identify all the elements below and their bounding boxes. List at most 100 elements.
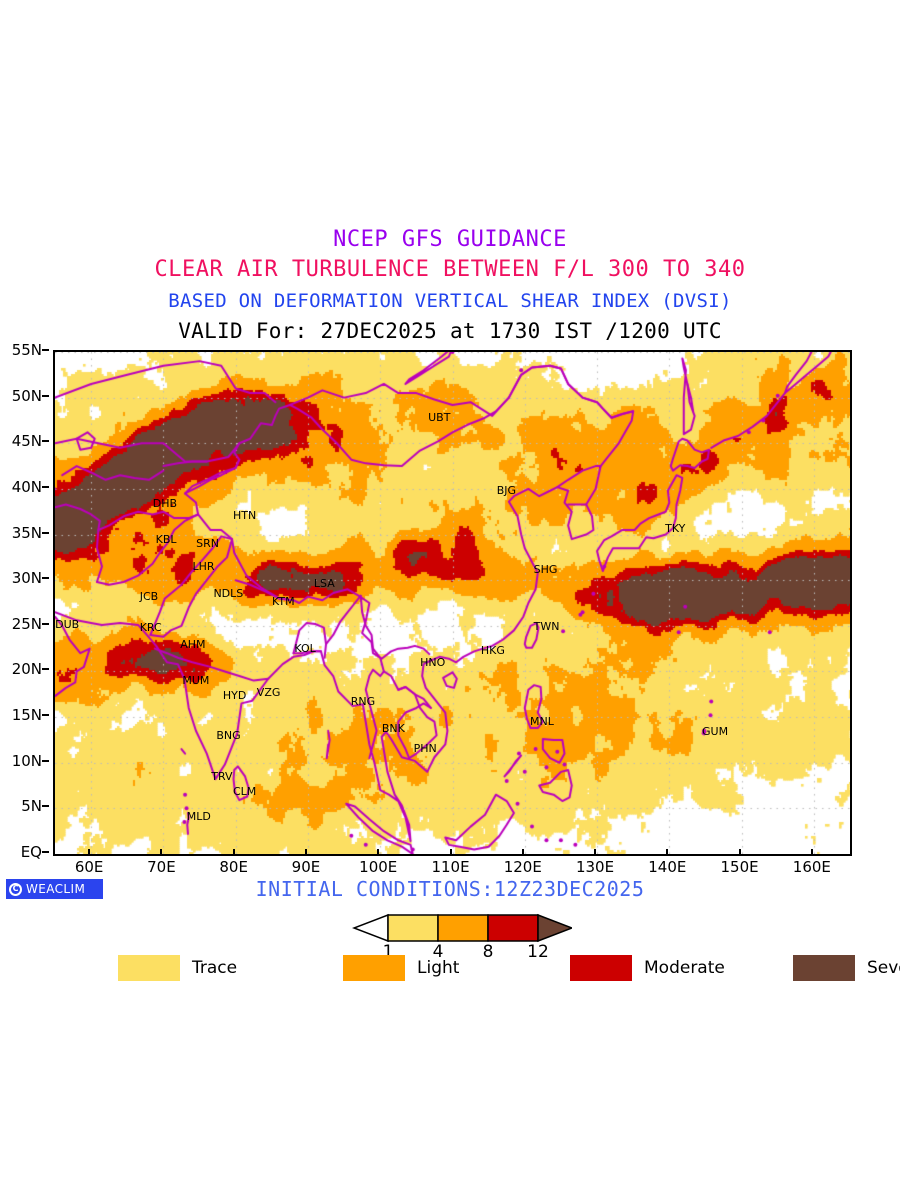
y-axis-tick-30N: 30N [0,569,49,587]
city-label-clm: CLM [232,785,257,799]
city-label-dhb: DHB [152,496,178,510]
city-label-krc: KRC [139,620,162,634]
legend-item-moderate: Moderate [570,955,725,981]
title-line-1: NCEP GFS GUIDANCE [333,227,567,252]
y-axis-tick-20N: 20N [0,660,49,678]
colorbar-tick-labels: 1 4 8 12 [352,942,572,964]
x-axis-tick-110E: 110E [421,849,481,876]
title-line-3: BASED ON DEFORMATION VERTICAL SHEAR INDE… [168,290,732,312]
legend-item-severe: Severe [793,955,900,981]
colorbar-tick-8: 8 [482,942,494,962]
x-tick-mark [666,849,669,856]
city-label-dub: DUB [55,617,80,631]
x-axis-tick-90E: 90E [276,849,336,876]
y-tick-mark [42,759,49,762]
city-label-kbl: KBL [155,533,177,547]
city-label-lhr: LHR [192,559,215,573]
copyright-icon: C [9,882,22,896]
y-axis-tick-15N: 15N [0,706,49,724]
y-axis-tick-EQ: EQ [0,843,49,861]
city-label-mum: MUM [182,673,210,687]
city-label-trv: TRV [211,770,233,784]
x-tick-mark [449,849,452,856]
city-label-vzg: VZG [256,686,281,700]
colorbar-tick-12: 12 [527,942,549,962]
city-label-ahm: AHM [180,638,206,652]
city-label-gum: GUM [702,724,729,738]
city-label-kol: KOL [294,641,316,655]
colorbar-box-0 [387,914,439,942]
y-tick-mark [42,440,49,443]
city-label-rng: RNG [350,694,376,708]
city-label-shg: SHG [533,563,558,577]
y-tick-mark [42,349,49,351]
city-label-htn: HTN [232,509,257,523]
y-tick-mark [42,394,49,397]
x-tick-mark [160,849,163,856]
y-axis-tick-5N: 5N [0,797,49,815]
city-label-mld: MLD [186,809,211,823]
x-tick-mark [232,849,235,856]
y-axis-tick-50N: 50N [0,387,49,405]
legend-swatch-severe [793,955,855,981]
city-label-phn: PHN [413,742,437,756]
y-axis-tick-55N: 55N [0,341,49,359]
y-tick-mark [42,577,49,580]
map-plot-area: DUB KRC KBL DHB SRN LHR HTN JCB NDLS AHM MUM KTM LSA… [53,350,852,856]
x-tick-mark [88,849,91,856]
x-axis-tick-150E: 150E [710,849,770,876]
x-axis-tick-130E: 130E [565,849,625,876]
legend-swatch-trace [118,955,180,981]
city-label-bjg: BJG [496,483,517,497]
x-axis-tick-60E: 60E [59,849,119,876]
x-tick-mark [304,849,307,856]
y-axis-tick-35N: 35N [0,524,49,542]
y-axis-tick-25N: 25N [0,615,49,633]
city-label-hno: HNO [420,656,446,670]
x-axis-tick-80E: 80E [204,849,264,876]
colorbar-left-arrow [351,913,389,943]
colorbar-box-2 [487,914,539,942]
y-tick-mark [42,805,49,808]
y-axis-tick-10N: 10N [0,752,49,770]
x-tick-mark [738,849,741,856]
city-label-tky: TKY [665,522,686,536]
city-label-mnl: MNL [530,714,554,728]
legend-swatch-light [343,955,405,981]
city-label-srn: SRN [196,536,219,550]
city-label-ubt: UBT [428,410,451,424]
colorbar-tick-1: 1 [382,942,394,962]
y-axis-tick-45N: 45N [0,432,49,450]
city-label-jcb: JCB [139,589,159,603]
y-tick-mark [42,851,49,853]
colorbar-svg [351,913,575,943]
x-axis-tick-140E: 140E [637,849,697,876]
city-label-lsa: LSA [313,576,335,590]
legend-label-light: Light [417,958,460,978]
colorbar-right-arrow [537,913,575,943]
y-tick-mark [42,668,49,671]
legend-item-trace: Trace [118,955,237,981]
city-label-ktm: KTM [271,595,295,609]
city-label-hkg: HKG [480,644,505,658]
legend: Trace Light Moderate Severe [0,955,900,985]
colorbar-tick-4: 4 [432,942,444,962]
x-tick-mark [594,849,597,856]
weaclim-logo: C WEACLIM [6,879,103,899]
title-line-2: CLEAR AIR TURBULENCE BETWEEN F/L 300 TO … [154,257,746,282]
legend-item-light: Light [343,955,459,981]
y-axis-tick-40N: 40N [0,478,49,496]
y-tick-mark [42,485,49,488]
title-block: NCEP GFS GUIDANCE CLEAR AIR TURBULENCE B… [0,226,900,346]
x-axis-tick-70E: 70E [131,849,191,876]
x-axis-tick-120E: 120E [493,849,553,876]
colorbar [351,913,575,973]
y-tick-mark [42,531,49,534]
city-label-ndls: NDLS [213,586,244,600]
legend-label-severe: Severe [867,958,900,978]
title-line-4-valid-time: VALID For: 27DEC2025 at 1730 IST /1200 U… [178,319,722,343]
x-tick-mark [377,849,380,856]
x-tick-mark [521,849,524,856]
colorbar-box-1 [437,914,489,942]
city-label-twn: TWN [533,619,560,633]
